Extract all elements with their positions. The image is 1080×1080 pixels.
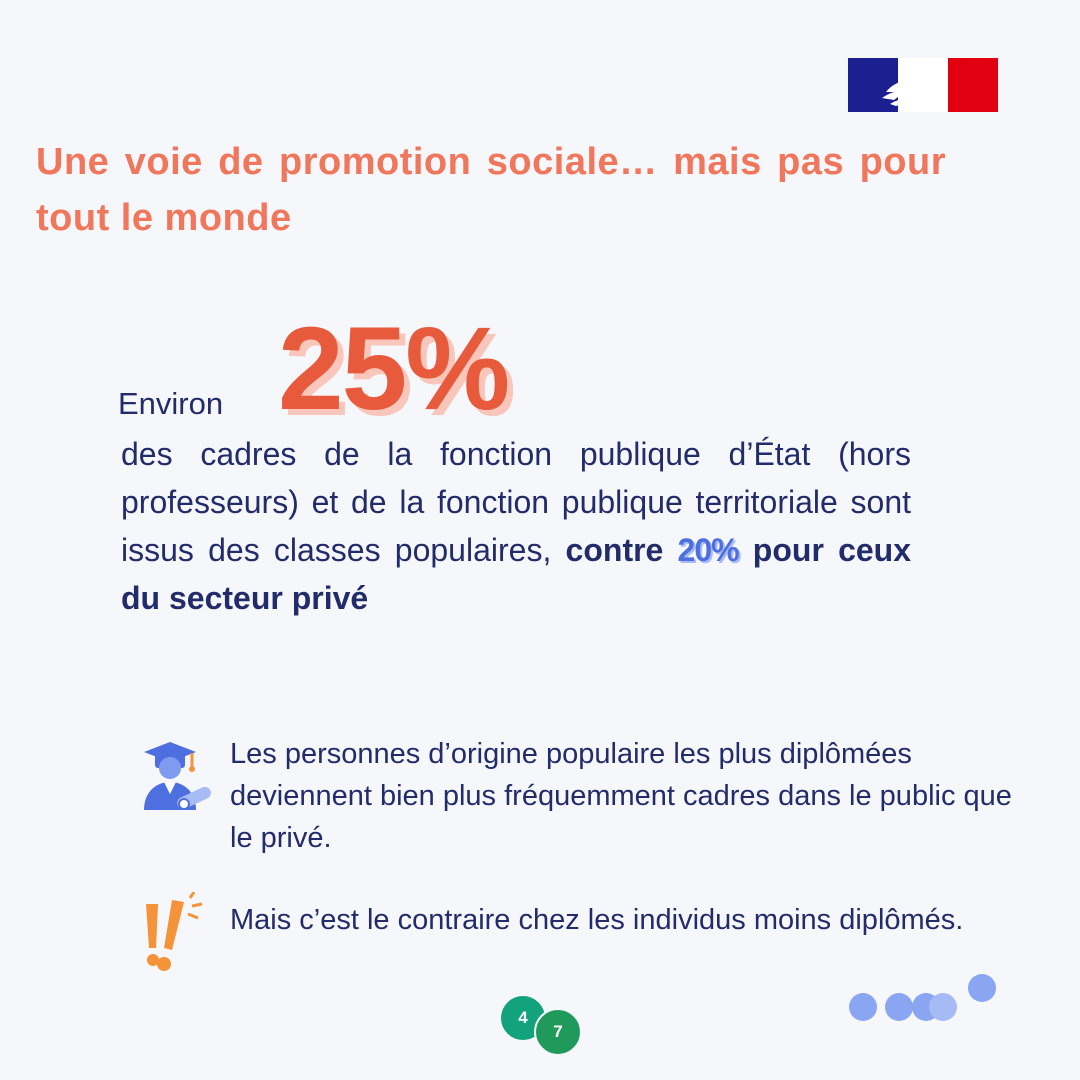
page-title: Une voie de promotion sociale… mais pas … (36, 141, 946, 239)
marianne-icon (882, 60, 948, 112)
big-percentage: 25% (278, 303, 510, 435)
page-total: 7 (534, 1008, 582, 1056)
republique-francaise-logo (848, 58, 998, 112)
stat-description: des cadres de la fonction publique d’Éta… (121, 430, 911, 622)
contrast-percentage: 20% (677, 532, 740, 568)
contrast-suffix: pour ceux du secteur privé (121, 532, 912, 616)
bullet-item-1: Les personnes d’origine populaire les pl… (230, 738, 1012, 854)
graduate-icon (144, 742, 211, 810)
stat-prefix: Environ (118, 386, 224, 421)
exclamation-icon (146, 892, 203, 971)
decorative-dots (849, 974, 996, 1021)
stat-body: des cadres de la fonction publique d’Éta… (121, 436, 911, 568)
contrast-prefix: contre (565, 532, 664, 568)
bullet-item-2: Mais c’est le contraire chez les individ… (230, 904, 964, 936)
